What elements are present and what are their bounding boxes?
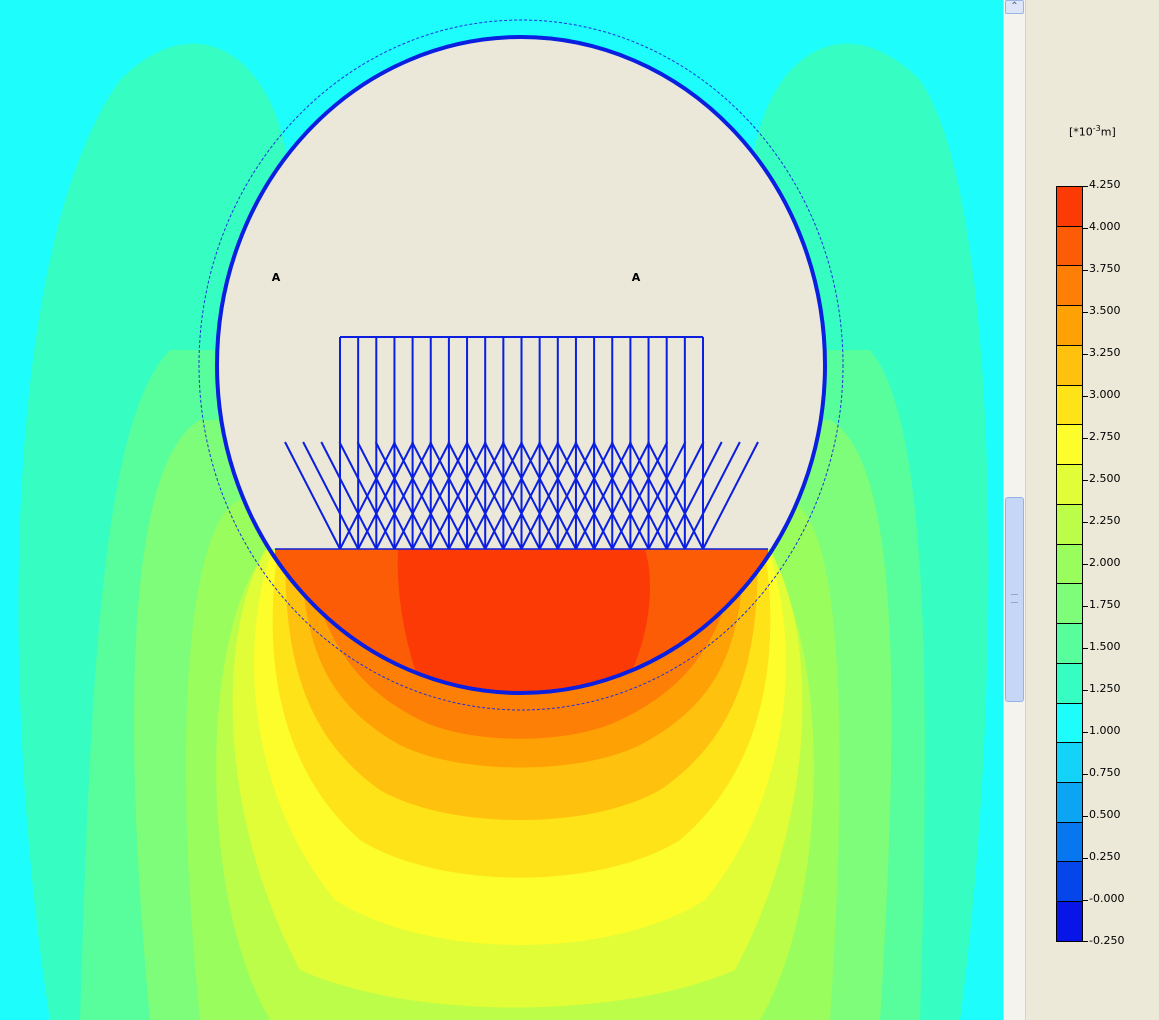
legend-tick-label: 3.500	[1089, 304, 1121, 317]
frame-brace	[338, 441, 396, 550]
legend-tick-mark	[1083, 354, 1088, 355]
frame-brace	[465, 441, 523, 550]
legend-band	[1057, 862, 1082, 903]
legend-band	[1057, 743, 1082, 784]
legend-tick-mark	[1083, 858, 1088, 859]
legend-tick-mark	[1083, 564, 1088, 565]
displacement-contours	[18, 37, 989, 1020]
frame-brace	[610, 441, 668, 550]
frame-brace	[647, 441, 704, 550]
frame-brace	[284, 441, 341, 550]
legend-tick-label: 3.250	[1089, 346, 1121, 359]
frame-brace	[393, 441, 450, 550]
contour-plot-svg: A A	[18, 19, 989, 1020]
frame-brace	[556, 441, 614, 550]
frame-brace	[320, 441, 378, 550]
point-label-a-left: A	[272, 271, 281, 284]
legend-band	[1057, 345, 1082, 386]
legend-tick-label: 0.750	[1089, 766, 1121, 779]
vertical-scrollbar[interactable]: ⌃	[1003, 0, 1025, 1020]
frame-brace	[411, 441, 468, 550]
point-label-a-right: A	[632, 271, 641, 284]
frame-brace	[702, 441, 759, 550]
legend-tick-mark	[1083, 774, 1088, 775]
legend-tick-label: 0.250	[1089, 850, 1121, 863]
frame-brace	[574, 441, 632, 550]
legend-band	[1057, 822, 1082, 863]
legend-band	[1057, 425, 1082, 466]
frame-brace	[628, 441, 686, 550]
frame-brace	[302, 441, 360, 550]
legend-tick-mark	[1083, 648, 1088, 649]
legend-band	[1057, 226, 1082, 267]
legend-band	[1057, 504, 1082, 545]
color-legend-panel: [*10-3m] 4.250 4.000 3.750 3.500 3.250 3.000 2…	[1025, 0, 1159, 1020]
legend-tick-mark	[1083, 941, 1088, 942]
legend-tick-label: 2.500	[1089, 472, 1121, 485]
frame-brace	[592, 441, 650, 550]
legend-tick-mark	[1083, 228, 1088, 229]
legend-tick-mark	[1083, 438, 1088, 439]
legend-tick-mark	[1083, 732, 1088, 733]
legend-tick-label: 2.000	[1089, 556, 1121, 569]
scroll-up-button[interactable]: ⌃	[1005, 0, 1024, 14]
deformed-mesh-outline	[198, 19, 844, 711]
legend-band	[1057, 465, 1082, 505]
legend-tick-mark	[1083, 816, 1088, 817]
legend-tick-mark	[1083, 900, 1088, 901]
legend-tick-label: -0.000	[1089, 892, 1125, 905]
legend-band	[1057, 385, 1082, 426]
legend-band	[1057, 624, 1082, 664]
legend-tick-label: 0.500	[1089, 808, 1121, 821]
legend-tick-label: 3.000	[1089, 388, 1121, 401]
legend-tick-mark	[1083, 690, 1088, 691]
legend-tick-label: 1.500	[1089, 640, 1121, 653]
legend-band	[1057, 187, 1082, 227]
contour-plot-canvas[interactable]: A A	[0, 0, 1003, 1020]
legend-tick-mark	[1083, 270, 1088, 271]
legend-tick-mark	[1083, 480, 1088, 481]
legend-tick-mark	[1083, 186, 1088, 187]
soil-inner-region	[217, 37, 825, 549]
frame-braces	[284, 441, 759, 550]
legend-band	[1057, 266, 1082, 307]
frame-brace	[538, 441, 595, 550]
legend-tick-mark	[1083, 312, 1088, 313]
legend-unit: [*10-3m]	[1069, 124, 1116, 139]
legend-tick-label: 4.000	[1089, 220, 1121, 233]
legend-band	[1057, 306, 1082, 346]
legend-band	[1057, 783, 1082, 823]
frame-brace	[520, 441, 577, 550]
legend-tick-mark	[1083, 606, 1088, 607]
scroll-thumb[interactable]	[1005, 497, 1024, 702]
legend-tick-label: 1.250	[1089, 682, 1121, 695]
legend-tick-label: 1.000	[1089, 724, 1121, 737]
legend-band	[1057, 544, 1082, 585]
legend-tick-label: 2.250	[1089, 514, 1121, 527]
frame-brace	[483, 441, 541, 550]
up-arrow-icon: ⌃	[1010, 1, 1019, 12]
legend-tick-label: 2.750	[1089, 430, 1121, 443]
frame-brace	[356, 441, 414, 550]
legend-tick-label: -0.250	[1089, 934, 1125, 947]
legend-tick-label: 1.750	[1089, 598, 1121, 611]
frame-brace	[429, 441, 487, 550]
legend-tick-label: 3.750	[1089, 262, 1121, 275]
tunnel-lining	[215, 35, 827, 695]
grip-icon	[1011, 594, 1018, 603]
legend-tick-mark	[1083, 522, 1088, 523]
legend-band	[1057, 663, 1082, 704]
legend-band	[1057, 902, 1082, 941]
legend-band	[1057, 703, 1082, 744]
legend-colorbar	[1056, 186, 1083, 942]
legend-tick-label: 4.250	[1089, 178, 1121, 191]
frame-brace	[374, 441, 432, 550]
frame-structure	[284, 336, 759, 550]
contour-band-4250	[397, 549, 650, 693]
frame-brace	[447, 441, 505, 550]
legend-tick-mark	[1083, 396, 1088, 397]
frame-brace	[501, 441, 559, 550]
legend-band	[1057, 584, 1082, 625]
